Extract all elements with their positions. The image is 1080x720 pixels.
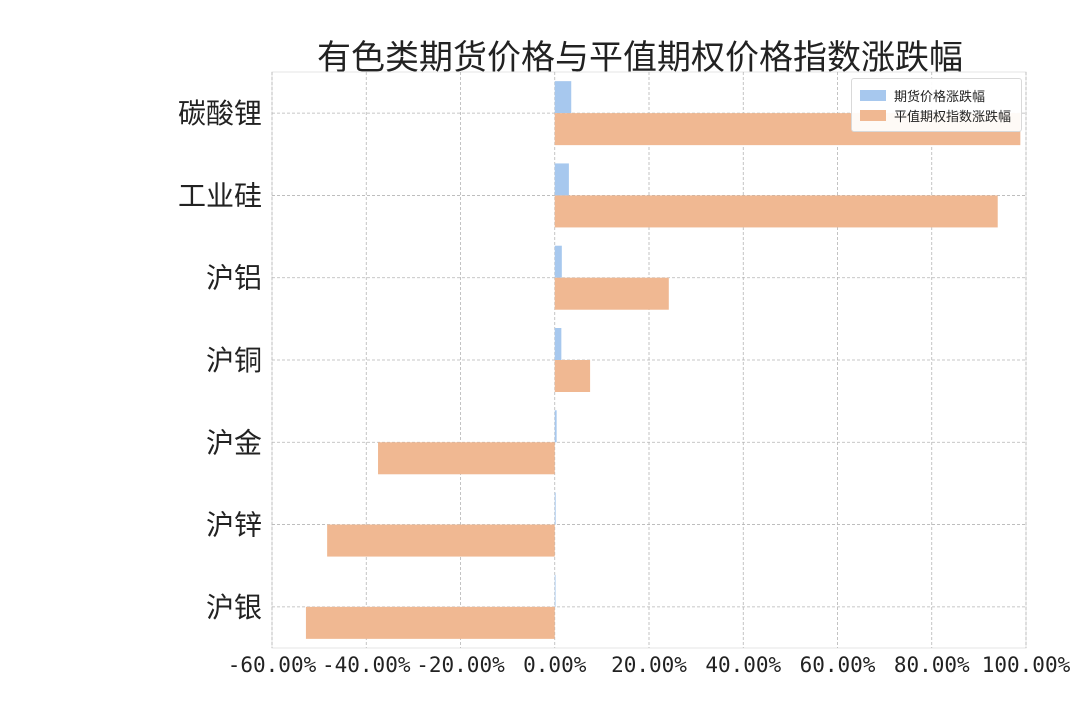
bar-options	[378, 442, 555, 475]
bar-options	[305, 606, 555, 639]
legend-swatch-options	[859, 109, 886, 121]
legend-swatch-futures	[859, 89, 886, 101]
y-tick-label: 工业硅	[178, 179, 262, 212]
y-tick-label: 沪铜	[206, 344, 262, 377]
x-tick-label: 100.00%	[982, 653, 1071, 677]
legend-item-futures: 期货价格涨跌幅	[859, 85, 1011, 105]
legend-label-futures: 期货价格涨跌幅	[893, 89, 985, 105]
bar-options	[554, 277, 669, 310]
x-tick-label: -20.00%	[416, 653, 505, 677]
legend: 期货价格涨跌幅 平值期权指数涨跌幅	[850, 78, 1022, 132]
y-tick-label: 沪金	[206, 426, 262, 459]
chart-title: 有色类期货价格与平值期权价格指数涨跌幅	[317, 38, 963, 78]
bar-futures	[554, 81, 572, 114]
y-tick-label: 沪锌	[206, 509, 262, 542]
x-tick-label: -60.00%	[228, 653, 317, 677]
x-tick-label: 0.00%	[523, 653, 587, 677]
y-tick-label: 沪银	[206, 591, 262, 624]
x-tick-label: -40.00%	[322, 653, 411, 677]
x-tick-label: 20.00%	[611, 653, 687, 677]
bar-futures	[554, 245, 562, 278]
bar-futures	[554, 328, 562, 360]
bar-futures	[554, 492, 556, 525]
y-tick-label: 碳酸锂	[178, 97, 262, 130]
x-tick-label: 40.00%	[705, 653, 781, 677]
x-tick-label: 60.00%	[800, 653, 876, 677]
bar-options	[554, 360, 591, 392]
y-tick-label: 沪铝	[206, 262, 262, 295]
x-tick-label: 80.00%	[894, 653, 970, 677]
bar-futures	[554, 574, 556, 607]
bar-futures	[554, 410, 557, 443]
legend-item-options: 平值期权指数涨跌幅	[859, 105, 1011, 125]
bar-options	[554, 195, 998, 228]
bar-options	[327, 524, 555, 557]
legend-label-options: 平值期权指数涨跌幅	[893, 109, 1011, 125]
bar-futures	[554, 163, 569, 196]
